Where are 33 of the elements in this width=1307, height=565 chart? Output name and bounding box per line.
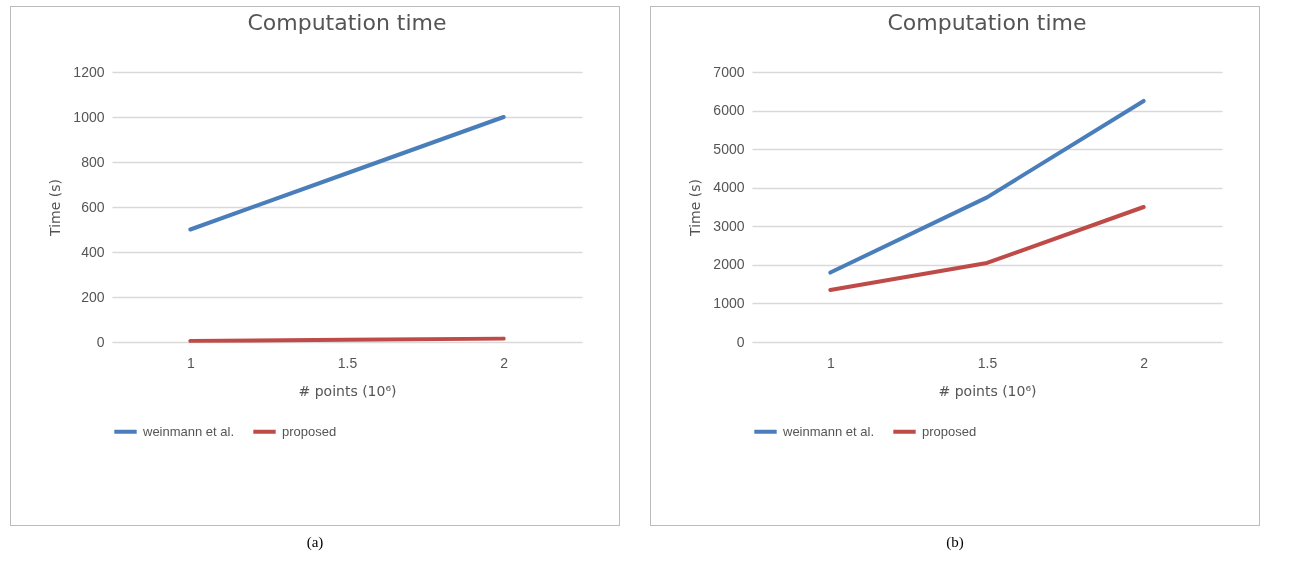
y-tick-label: 3000 [713, 217, 745, 234]
legend-label: weinmann et al. [142, 423, 235, 439]
x-tick-label: 2 [1140, 354, 1149, 371]
y-tick-label: 400 [81, 243, 105, 260]
legend-label: proposed [282, 423, 337, 439]
y-tick-label: 600 [81, 198, 105, 215]
x-tick-label: 1.5 [977, 354, 998, 371]
y-tick-label: 6000 [713, 102, 745, 119]
x-tick-label: 1 [826, 354, 835, 371]
text: (a) [306, 534, 324, 551]
y-tick-label: 800 [81, 153, 105, 170]
y-axis-title: Time (s) [47, 179, 64, 237]
y-tick-label: 5000 [713, 140, 745, 157]
x-axis-title: # points (10⁶) [938, 382, 1037, 399]
text: (b) [946, 534, 964, 551]
y-tick-label: 4000 [713, 179, 745, 196]
y-tick-label: 1000 [713, 294, 745, 311]
legend-label: proposed [922, 423, 977, 439]
y-tick-label: 7000 [713, 63, 745, 80]
y-tick-label: 0 [96, 333, 105, 350]
x-tick-label: 1.5 [337, 354, 358, 371]
chart-title: Computation time [887, 10, 1087, 35]
chart-title: Computation time [247, 10, 447, 35]
legend-label: weinmann et al. [782, 423, 875, 439]
y-tick-label: 200 [81, 288, 105, 305]
x-tick-label: 1 [186, 354, 195, 371]
x-axis-title: # points (10⁶) [298, 382, 397, 399]
y-tick-label: 2000 [713, 256, 745, 273]
y-tick-label: 1200 [73, 63, 105, 80]
x-tick-label: 2 [500, 354, 509, 371]
y-axis-title: Time (s) [687, 179, 704, 237]
y-tick-label: 0 [736, 333, 745, 350]
y-tick-label: 1000 [73, 108, 105, 125]
